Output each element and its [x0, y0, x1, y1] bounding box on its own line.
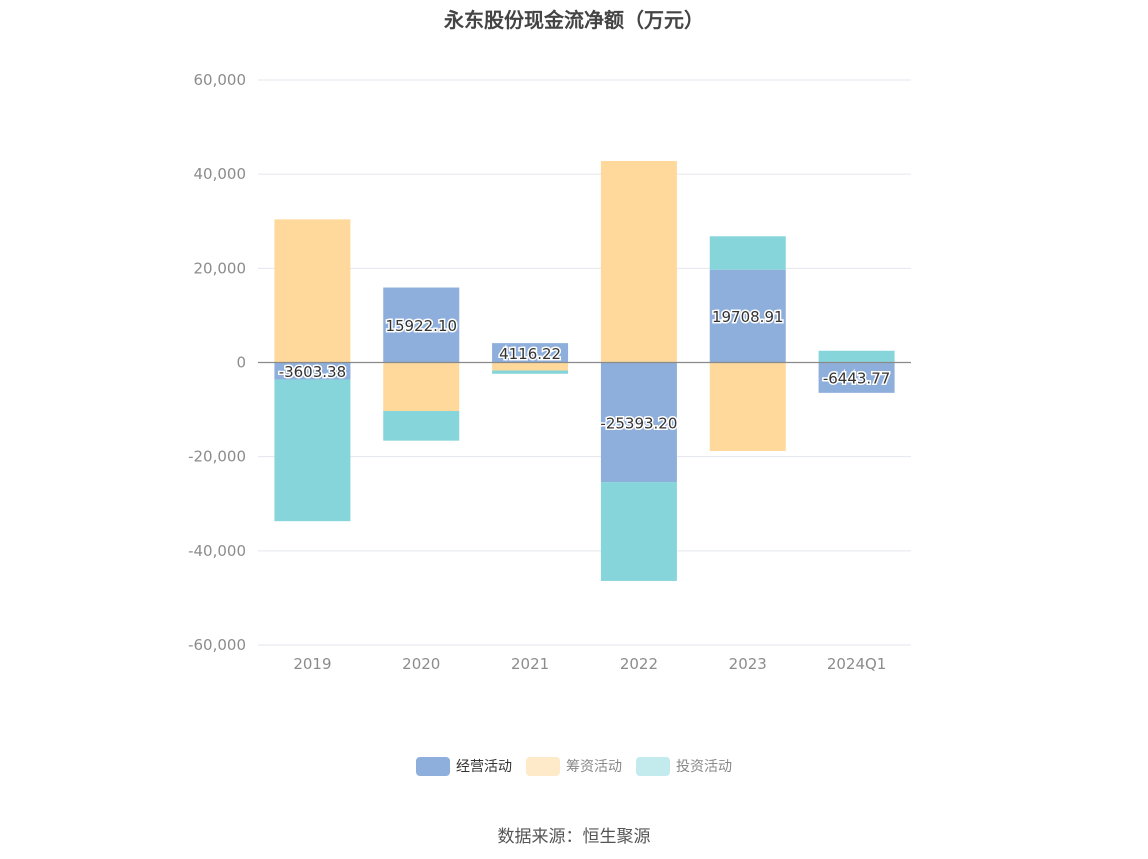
- data-label: 19708.91: [712, 308, 784, 326]
- bar-financing: [383, 362, 460, 411]
- legend-item-financing[interactable]: 筹资活动: [526, 756, 622, 776]
- legend: 经营活动 筹资活动 投资活动: [0, 756, 1148, 776]
- bar-investing: [709, 236, 786, 270]
- data-source: 数据来源：恒生聚源: [497, 827, 651, 847]
- x-tick-label: 2022: [620, 655, 658, 673]
- legend-label-investing: 投资活动: [676, 759, 732, 775]
- bar-operating: [492, 343, 569, 363]
- x-tick-label: 2019: [293, 655, 331, 673]
- y-tick-label: 0: [236, 354, 246, 372]
- bar-financing: [709, 362, 786, 452]
- bar-operating: [709, 269, 786, 363]
- legend-item-investing[interactable]: 投资活动: [636, 756, 732, 776]
- bar-investing: [600, 482, 677, 581]
- y-tick-label: -40,000: [188, 542, 246, 560]
- bar-financing: [274, 219, 351, 363]
- bar-operating: [383, 287, 460, 363]
- bar-financing: [600, 160, 677, 363]
- x-tick-label: 2023: [729, 655, 767, 673]
- legend-swatch-operating: [416, 756, 450, 776]
- legend-swatch-investing: [636, 756, 670, 776]
- bar-operating: [274, 362, 351, 380]
- bar-investing: [383, 410, 460, 441]
- legend-label-financing: 筹资活动: [566, 759, 622, 775]
- y-tick-label: 60,000: [194, 71, 247, 89]
- x-tick-label: 2021: [511, 655, 549, 673]
- bar-investing: [818, 350, 895, 363]
- data-label: -6443.77: [823, 370, 890, 388]
- y-tick-label: 20,000: [194, 259, 247, 277]
- data-label: 4116.22: [499, 345, 561, 363]
- bar-financing: [492, 362, 569, 371]
- bar-operating: [600, 362, 677, 483]
- chart-title: 永东股份现金流净额（万元）: [444, 8, 704, 32]
- data-label: -25393.20: [600, 414, 677, 432]
- bar-investing: [492, 370, 569, 374]
- legend-label-operating: 经营活动: [456, 759, 512, 775]
- y-tick-label: -60,000: [188, 636, 246, 654]
- x-tick-label: 2020: [402, 655, 440, 673]
- data-label: -3603.38: [279, 363, 346, 381]
- bar-investing: [274, 379, 351, 522]
- data-label: 15922.10: [385, 317, 457, 335]
- legend-item-operating[interactable]: 经营活动: [416, 756, 512, 776]
- stacked-bar-chart: 60,000 40,000 20,000 0 -20,000 -40,000 -60,000…: [188, 71, 911, 673]
- legend-swatch-financing: [526, 756, 560, 776]
- bar-operating: [818, 362, 895, 393]
- y-tick-label: 40,000: [194, 165, 247, 183]
- y-tick-label: -20,000: [188, 448, 246, 466]
- x-tick-label: 2024Q1: [827, 655, 887, 673]
